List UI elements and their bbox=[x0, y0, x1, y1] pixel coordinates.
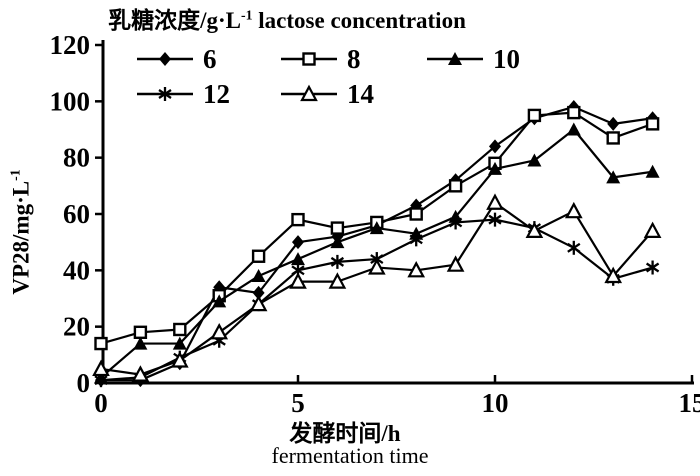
y-tick-label: 40 bbox=[63, 255, 90, 285]
y-axis-label: VP28/mg·L-1 bbox=[8, 169, 35, 294]
marker-open-triangle bbox=[367, 258, 386, 275]
legend-item-12: 12 bbox=[137, 79, 230, 109]
chart-title-superscript: -1 bbox=[241, 7, 253, 23]
marker-open-triangle bbox=[486, 193, 504, 210]
marker-filled-triangle bbox=[488, 161, 502, 175]
marker-open-square bbox=[251, 249, 266, 263]
marker-open-triangle bbox=[131, 365, 150, 382]
marker-asterisk bbox=[645, 260, 660, 275]
chart-title-zh: 乳糖浓度/g·L bbox=[108, 8, 242, 33]
marker-open-square bbox=[302, 52, 316, 66]
marker-filled-triangle bbox=[527, 153, 542, 167]
series-14 bbox=[92, 193, 662, 382]
y-tick-label: 0 bbox=[77, 368, 91, 398]
marker-filled-triangle bbox=[251, 268, 266, 282]
legend-label: 6 bbox=[203, 44, 217, 74]
chart-title: 乳糖浓度/g·L-1 lactose concentration bbox=[37, 1, 537, 35]
x-axis-ticks: 0 5 10 15 bbox=[94, 375, 700, 418]
legend-label: 10 bbox=[493, 44, 520, 74]
marker-open-triangle bbox=[92, 359, 110, 377]
marker-filled-triangle bbox=[212, 294, 227, 308]
marker-asterisk bbox=[488, 212, 502, 227]
marker-filled-diamond bbox=[489, 139, 501, 154]
marker-open-square bbox=[94, 336, 108, 351]
marker-open-square bbox=[527, 108, 542, 123]
marker-filled-triangle bbox=[330, 235, 345, 249]
marker-filled-triangle bbox=[448, 52, 462, 65]
x-tick-label: 15 bbox=[679, 388, 700, 418]
legend-label: 12 bbox=[203, 79, 230, 109]
marker-open-square bbox=[409, 207, 423, 221]
y-tick-label: 20 bbox=[63, 312, 90, 342]
x-axis-label-en: fermentation time bbox=[271, 443, 429, 468]
marker-open-triangle bbox=[525, 221, 544, 238]
marker-open-triangle bbox=[289, 272, 307, 289]
marker-asterisk bbox=[409, 232, 423, 247]
marker-filled-triangle bbox=[606, 170, 621, 184]
marker-asterisk bbox=[448, 215, 463, 230]
marker-asterisk bbox=[567, 240, 581, 255]
legend-item-8: 8 bbox=[281, 44, 361, 74]
marker-open-triangle bbox=[300, 84, 318, 102]
marker-open-triangle bbox=[170, 351, 189, 368]
x-tick-label: 0 bbox=[94, 388, 108, 418]
marker-open-square bbox=[567, 105, 581, 120]
marker-filled-triangle bbox=[369, 221, 384, 235]
marker-open-triangle bbox=[446, 255, 465, 272]
marker-open-square bbox=[173, 322, 187, 337]
legend-label: 8 bbox=[347, 44, 361, 74]
marker-filled-triangle bbox=[291, 252, 305, 266]
marker-asterisk bbox=[330, 254, 345, 269]
marker-asterisk bbox=[158, 87, 172, 101]
marker-open-triangle bbox=[564, 201, 583, 219]
marker-open-square bbox=[291, 212, 305, 227]
marker-open-square bbox=[448, 179, 463, 193]
marker-open-triangle bbox=[249, 294, 268, 312]
marker-open-triangle bbox=[210, 322, 229, 340]
legend-label: 14 bbox=[347, 79, 374, 109]
marker-open-square bbox=[133, 325, 148, 339]
marker-filled-diamond bbox=[252, 285, 265, 300]
legend-item-14: 14 bbox=[281, 79, 374, 109]
marker-open-triangle bbox=[328, 272, 347, 289]
y-axis-label-main: VP28/mg·L bbox=[8, 180, 34, 295]
marker-filled-diamond bbox=[292, 235, 304, 250]
y-axis-label-superscript: -1 bbox=[7, 169, 23, 181]
y-axis-ticks: 0 20 40 60 80 100 120 bbox=[50, 30, 103, 398]
marker-open-square bbox=[645, 117, 660, 131]
chart-title-en: lactose concentration bbox=[252, 8, 466, 33]
marker-filled-triangle bbox=[566, 122, 581, 136]
y-tick-label: 80 bbox=[63, 143, 90, 173]
marker-filled-triangle bbox=[172, 336, 187, 350]
legend-item-10: 10 bbox=[427, 44, 520, 74]
y-tick-label: 120 bbox=[50, 30, 91, 60]
marker-filled-triangle bbox=[645, 164, 660, 178]
x-axis-label-zh: 发酵时间/h bbox=[289, 421, 401, 446]
marker-open-square bbox=[330, 221, 345, 235]
marker-open-triangle bbox=[643, 221, 662, 238]
marker-filled-diamond bbox=[159, 52, 171, 66]
marker-open-square bbox=[606, 131, 620, 145]
marker-open-triangle bbox=[604, 266, 623, 284]
marker-open-triangle bbox=[407, 261, 426, 278]
marker-filled-triangle bbox=[133, 336, 148, 350]
y-tick-label: 60 bbox=[63, 199, 90, 229]
marker-filled-diamond bbox=[607, 116, 620, 131]
legend: 6 8 10 12 14 bbox=[137, 44, 520, 109]
legend-item-6: 6 bbox=[137, 44, 217, 74]
x-tick-label: 10 bbox=[482, 388, 509, 418]
y-tick-label: 100 bbox=[50, 86, 91, 116]
x-tick-label: 5 bbox=[291, 388, 305, 418]
